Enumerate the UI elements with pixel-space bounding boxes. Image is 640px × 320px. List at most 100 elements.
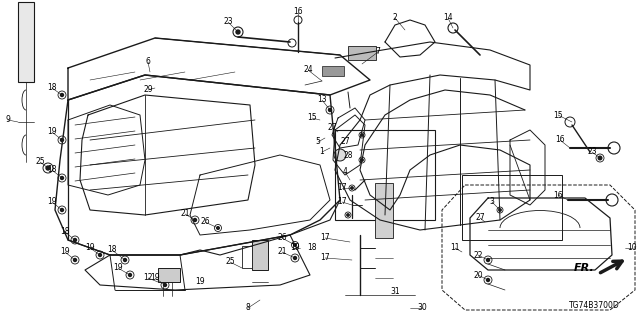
- Text: TG74B3700D: TG74B3700D: [569, 300, 620, 309]
- Circle shape: [96, 251, 104, 259]
- Text: 19: 19: [85, 244, 95, 252]
- Circle shape: [61, 177, 63, 180]
- Circle shape: [291, 254, 299, 262]
- Text: 19: 19: [47, 197, 57, 206]
- Circle shape: [61, 209, 63, 212]
- Text: 14: 14: [443, 13, 453, 22]
- Circle shape: [347, 214, 349, 216]
- Text: 18: 18: [47, 84, 57, 92]
- Circle shape: [163, 284, 166, 286]
- Bar: [158, 268, 180, 282]
- Circle shape: [497, 207, 503, 213]
- Circle shape: [328, 108, 332, 111]
- Circle shape: [294, 257, 296, 260]
- Text: 13: 13: [317, 95, 327, 105]
- Circle shape: [61, 93, 63, 97]
- Circle shape: [191, 216, 199, 224]
- Circle shape: [499, 209, 501, 211]
- Text: 25: 25: [35, 157, 45, 166]
- Circle shape: [71, 236, 79, 244]
- Text: 18: 18: [47, 165, 57, 174]
- Text: 9: 9: [6, 116, 10, 124]
- Circle shape: [214, 225, 221, 231]
- Circle shape: [334, 149, 346, 161]
- Text: 16: 16: [293, 7, 303, 17]
- Text: 19: 19: [60, 247, 70, 257]
- Circle shape: [58, 206, 66, 214]
- Text: 1: 1: [319, 148, 324, 156]
- Circle shape: [361, 134, 364, 136]
- Circle shape: [217, 227, 220, 229]
- Circle shape: [448, 23, 458, 33]
- Circle shape: [58, 136, 66, 144]
- Text: 12: 12: [143, 274, 153, 283]
- Bar: [18, 2, 34, 82]
- Circle shape: [596, 154, 604, 162]
- Bar: [322, 66, 344, 76]
- Circle shape: [486, 278, 490, 282]
- Bar: [335, 130, 435, 220]
- Circle shape: [486, 259, 490, 261]
- Text: 28: 28: [343, 150, 353, 159]
- Circle shape: [606, 194, 618, 206]
- Text: 11: 11: [451, 244, 460, 252]
- Circle shape: [484, 276, 492, 284]
- Circle shape: [484, 256, 492, 264]
- Text: 2: 2: [392, 13, 397, 22]
- Text: 26: 26: [277, 234, 287, 243]
- Circle shape: [61, 139, 63, 141]
- Text: 16: 16: [555, 135, 565, 145]
- Circle shape: [326, 106, 334, 114]
- Circle shape: [58, 91, 66, 99]
- Circle shape: [359, 132, 365, 138]
- Text: 18: 18: [108, 245, 116, 254]
- Circle shape: [126, 271, 134, 279]
- Circle shape: [359, 157, 365, 163]
- Text: 6: 6: [145, 58, 150, 67]
- Text: 23: 23: [223, 18, 233, 27]
- Circle shape: [124, 259, 127, 261]
- Circle shape: [294, 16, 302, 24]
- Circle shape: [46, 166, 50, 170]
- Text: 5: 5: [316, 138, 321, 147]
- Text: 19: 19: [113, 263, 123, 273]
- Circle shape: [74, 238, 77, 242]
- Circle shape: [351, 187, 353, 189]
- Circle shape: [121, 256, 129, 264]
- Text: 17: 17: [337, 183, 347, 193]
- Text: 29: 29: [143, 85, 153, 94]
- Text: 31: 31: [390, 287, 400, 297]
- Text: 27: 27: [475, 213, 485, 222]
- Text: 22: 22: [473, 251, 483, 260]
- Text: 15: 15: [307, 114, 317, 123]
- Text: 24: 24: [303, 66, 313, 75]
- Circle shape: [129, 274, 131, 276]
- Text: 27: 27: [327, 124, 337, 132]
- Circle shape: [99, 253, 102, 257]
- Text: 21: 21: [180, 210, 189, 219]
- Bar: [375, 183, 393, 238]
- Circle shape: [71, 256, 79, 264]
- Text: 19: 19: [195, 277, 205, 286]
- Text: 4: 4: [342, 167, 348, 177]
- Text: 17: 17: [320, 234, 330, 243]
- Circle shape: [565, 117, 575, 127]
- Text: 23: 23: [587, 148, 597, 156]
- Text: 19: 19: [150, 274, 160, 283]
- Text: 16: 16: [553, 190, 563, 199]
- Text: 26: 26: [200, 218, 210, 227]
- Bar: [242, 246, 252, 268]
- Circle shape: [288, 39, 296, 47]
- Bar: [348, 46, 376, 60]
- Text: 21: 21: [277, 247, 287, 257]
- Text: 8: 8: [246, 303, 250, 313]
- Circle shape: [361, 159, 364, 161]
- Text: 30: 30: [417, 303, 427, 313]
- Circle shape: [161, 281, 169, 289]
- Text: 7: 7: [376, 47, 380, 57]
- Bar: [462, 175, 562, 240]
- Text: 25: 25: [225, 258, 235, 267]
- Text: 17: 17: [320, 253, 330, 262]
- Circle shape: [43, 163, 53, 173]
- Circle shape: [349, 185, 355, 191]
